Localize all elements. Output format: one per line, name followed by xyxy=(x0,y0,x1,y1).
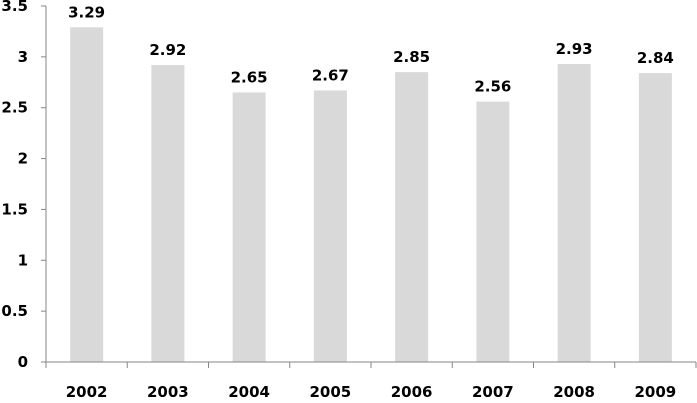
x-tick-label-2006: 2006 xyxy=(391,383,433,401)
bar-2004 xyxy=(232,92,266,362)
bar-2009 xyxy=(638,73,672,362)
y-tick-label: 1 xyxy=(18,251,28,269)
y-tick-label: 3.5 xyxy=(1,0,28,15)
data-label-2003: 2.92 xyxy=(149,41,186,59)
bar-2005 xyxy=(313,90,347,363)
y-tick-label: 0 xyxy=(18,353,28,371)
x-tick-label-2005: 2005 xyxy=(310,383,352,401)
x-tick-label-2007: 2007 xyxy=(472,383,514,401)
data-label-2005: 2.67 xyxy=(312,66,349,84)
data-label-2006: 2.85 xyxy=(393,48,430,66)
y-tick-label: 2 xyxy=(18,150,28,168)
y-tick-label: 3 xyxy=(18,48,28,66)
x-tick-label-2002: 2002 xyxy=(66,383,108,401)
data-label-2009: 2.84 xyxy=(637,49,674,67)
y-tick-label: 2.5 xyxy=(1,99,28,117)
bar-2006 xyxy=(395,72,429,362)
x-tick-label-2008: 2008 xyxy=(553,383,595,401)
y-tick-label: 0.5 xyxy=(1,302,28,320)
bar-2008 xyxy=(557,63,591,362)
data-label-2007: 2.56 xyxy=(474,78,511,96)
bar-2007 xyxy=(476,101,510,363)
x-tick-label-2004: 2004 xyxy=(228,383,270,401)
data-label-2008: 2.93 xyxy=(556,40,593,58)
x-tick-label-2009: 2009 xyxy=(635,383,677,401)
data-label-2002: 3.29 xyxy=(68,3,105,21)
bar-2002 xyxy=(70,27,104,363)
y-tick-label: 1.5 xyxy=(1,200,28,218)
data-label-2004: 2.65 xyxy=(231,68,268,86)
x-tick-label-2003: 2003 xyxy=(147,383,189,401)
bar-2003 xyxy=(151,64,185,362)
